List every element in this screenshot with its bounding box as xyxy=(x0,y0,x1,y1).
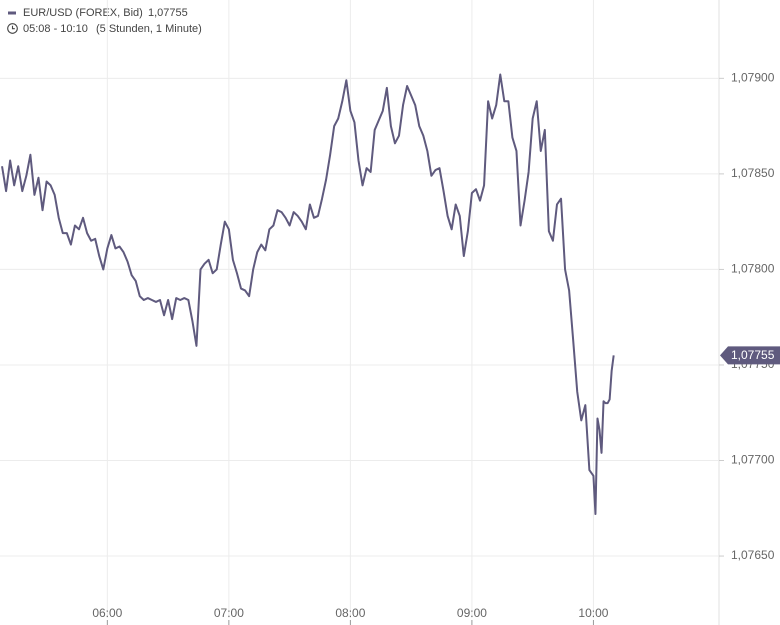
clock-icon xyxy=(7,23,18,34)
x-tick-label: 06:00 xyxy=(92,606,122,620)
y-tick-label: 1,07650 xyxy=(731,548,775,562)
x-tick-label: 07:00 xyxy=(214,606,244,620)
y-tick-label: 1,07850 xyxy=(731,166,775,180)
y-tick-label: 1,07700 xyxy=(731,453,775,467)
x-tick-label: 09:00 xyxy=(457,606,487,620)
clock-hands xyxy=(11,25,15,30)
y-tick-label: 1,07800 xyxy=(731,262,775,276)
x-tick-label: 10:00 xyxy=(578,606,608,620)
price-line xyxy=(1,73,615,516)
last-value: 1,07755 xyxy=(148,7,188,19)
x-tick-label: 08:00 xyxy=(335,606,365,620)
legend-swatch xyxy=(8,11,16,15)
badge-label: 1,07755 xyxy=(731,348,775,362)
chart-title: EUR/USD (FOREX, Bid) xyxy=(23,7,143,19)
time-span: (5 Stunden, 1 Minute) xyxy=(96,23,202,35)
time-range: 05:08 - 10:10 xyxy=(23,23,88,35)
badge-shape xyxy=(720,346,780,365)
last-price-badge: 1,07755 xyxy=(720,346,780,365)
y-tick-label: 1,07900 xyxy=(731,71,775,85)
